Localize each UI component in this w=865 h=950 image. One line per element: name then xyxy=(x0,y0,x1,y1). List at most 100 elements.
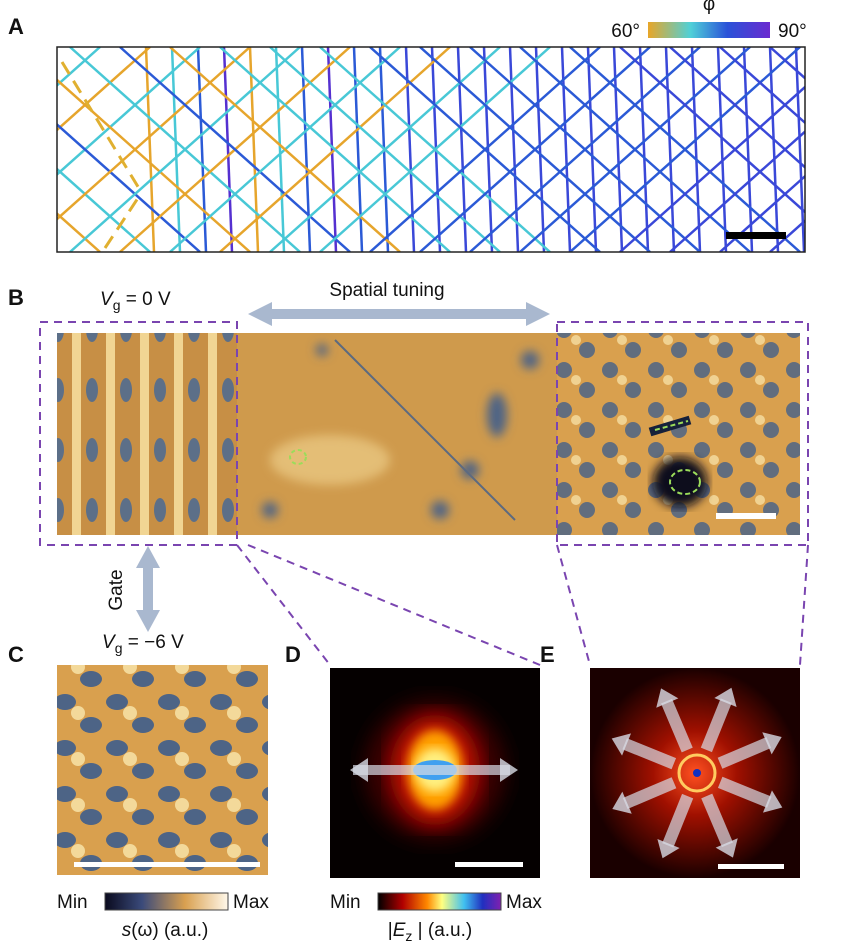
lattice-line xyxy=(794,47,805,252)
colorbar-min: Min xyxy=(330,892,361,913)
colorbar-title: φ xyxy=(703,0,715,15)
ray xyxy=(701,793,734,848)
colorbar-max: 90° xyxy=(778,21,807,42)
image xyxy=(237,333,557,535)
marker xyxy=(654,420,689,431)
scale-bar xyxy=(726,232,786,239)
lattice-line xyxy=(57,167,151,252)
lattice-line xyxy=(269,47,501,252)
panel-label: D xyxy=(285,642,301,667)
lattice-line xyxy=(57,47,101,88)
lattice-line xyxy=(534,47,546,252)
lattice-line xyxy=(57,211,101,252)
voltage-label: Vg = 0 V xyxy=(100,289,171,313)
center xyxy=(693,769,701,777)
colorbar xyxy=(104,892,229,911)
colorbar-title: |Ez | (a.u.) xyxy=(388,920,472,944)
lattice-line xyxy=(57,47,151,132)
lattice-line xyxy=(196,47,208,252)
lattice-line xyxy=(69,47,301,252)
colorbar-title: s(ω) (a.u.) xyxy=(122,920,209,941)
lattice-line xyxy=(716,47,728,252)
lattice-line xyxy=(222,47,234,252)
colorbar-max: Max xyxy=(233,892,269,913)
lattice-line xyxy=(274,47,286,252)
lattice-line xyxy=(482,47,494,252)
ray xyxy=(622,738,677,770)
image xyxy=(57,333,237,535)
lattice-line xyxy=(404,47,416,252)
double-arrow xyxy=(248,302,550,326)
panel-label: C xyxy=(8,642,24,667)
ray-head xyxy=(762,790,783,813)
lattice-line xyxy=(820,47,865,252)
lattice-line xyxy=(719,47,805,125)
ray-head xyxy=(656,688,679,708)
lattice-line xyxy=(57,78,251,252)
lattice-line xyxy=(144,47,156,252)
lattice-line xyxy=(768,47,780,252)
lattice-line xyxy=(669,47,805,170)
double-arrow xyxy=(136,546,160,632)
field-pattern xyxy=(350,700,518,840)
voltage-label: Vg = −6 V xyxy=(102,632,184,656)
ray-head xyxy=(762,732,782,755)
marker xyxy=(289,449,307,465)
ray xyxy=(717,736,772,769)
lattice-line xyxy=(219,47,451,252)
lattice-line xyxy=(612,47,624,252)
lattice-line xyxy=(169,47,401,252)
lattice-line xyxy=(569,47,801,252)
lattice-line xyxy=(419,47,651,252)
lattice-line xyxy=(820,47,865,252)
lattice-line xyxy=(619,47,805,214)
lattice-line xyxy=(586,47,598,252)
lattice-line xyxy=(519,47,751,252)
scale-bar xyxy=(74,862,260,867)
ray-head xyxy=(714,687,737,708)
lattice-line xyxy=(170,47,182,252)
colorbar xyxy=(377,892,502,911)
lattice-line xyxy=(719,174,805,252)
scale-bar xyxy=(716,513,776,519)
lattice-line xyxy=(57,122,201,252)
panel-label: A xyxy=(8,14,24,39)
gate-label: Gate xyxy=(106,569,127,610)
lattice-line xyxy=(326,47,338,252)
ray xyxy=(717,776,772,808)
lattice-line xyxy=(119,47,351,252)
lattice-lines xyxy=(0,47,865,252)
ray xyxy=(622,777,677,810)
domain-wall xyxy=(334,339,516,521)
colorbar-max: Max xyxy=(506,892,542,913)
lattice-line xyxy=(60,61,142,191)
panel-label: E xyxy=(540,642,555,667)
ring xyxy=(677,753,717,793)
panel-frame xyxy=(56,46,806,253)
lattice-line xyxy=(0,47,50,252)
image-features xyxy=(262,344,539,519)
lattice-line xyxy=(57,47,201,177)
lattice-line xyxy=(638,47,650,252)
image xyxy=(57,665,268,875)
ray-head xyxy=(657,838,680,859)
lattice-line xyxy=(103,194,142,249)
lattice-line xyxy=(742,47,754,252)
radial-arrows xyxy=(611,687,783,859)
lattice-line xyxy=(469,47,701,252)
arrow-label: Spatial tuning xyxy=(329,280,444,301)
lattice-line xyxy=(664,47,676,252)
colorbar-min: Min xyxy=(57,892,88,913)
scale-bar xyxy=(718,864,784,869)
ray xyxy=(662,793,694,848)
zoom-guides xyxy=(39,321,809,666)
lattice-line xyxy=(690,47,702,252)
ray xyxy=(660,698,693,753)
colorbar-min: 60° xyxy=(611,21,640,42)
defect xyxy=(653,457,707,507)
panel-label: B xyxy=(8,285,24,310)
scale-bar xyxy=(455,862,523,867)
lattice-line xyxy=(0,47,50,252)
lattice-line xyxy=(319,47,551,252)
